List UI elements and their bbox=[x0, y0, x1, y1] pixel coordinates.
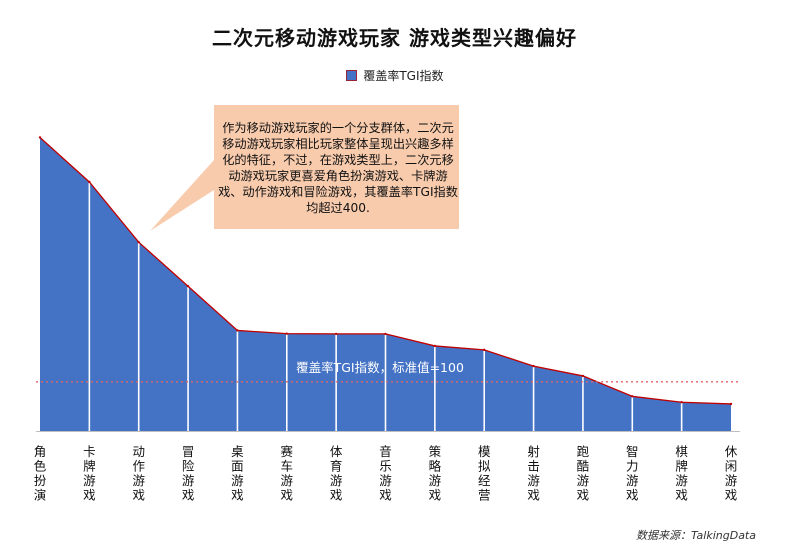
x-tick-label: 棋牌游戏 bbox=[675, 444, 688, 503]
x-tick-label: 动作游戏 bbox=[132, 444, 145, 503]
x-tick-label: 策略游戏 bbox=[429, 444, 442, 503]
data-point bbox=[137, 241, 140, 244]
data-point bbox=[729, 402, 733, 406]
legend-label: 覆盖率TGI指数 bbox=[363, 69, 444, 83]
data-point bbox=[285, 332, 288, 335]
reference-label: 覆盖率TGI指数，标准值=100 bbox=[296, 360, 464, 375]
x-tick-label: 模拟经营 bbox=[478, 444, 491, 503]
x-tick-label: 跑酷游戏 bbox=[577, 444, 590, 503]
x-tick-label: 冒险游戏 bbox=[182, 444, 195, 503]
x-tick-label: 桌面游戏 bbox=[231, 444, 244, 503]
callout-text: 作为移动游戏玩家的一个分支群体，二次元移动游戏玩家相比玩家整体呈现出兴趣多样化的… bbox=[218, 121, 458, 215]
data-point bbox=[334, 332, 338, 336]
callout-shape bbox=[150, 105, 459, 231]
data-point bbox=[532, 364, 535, 368]
x-tick-label: 休闲游戏 bbox=[725, 444, 738, 503]
x-tick-label: 角色扮演 bbox=[34, 444, 47, 503]
x-tick-label: 卡牌游戏 bbox=[83, 444, 96, 503]
data-point bbox=[384, 332, 387, 336]
data-point bbox=[186, 285, 190, 288]
x-tick-label: 体育游戏 bbox=[330, 444, 343, 503]
data-point bbox=[88, 180, 91, 184]
data-point bbox=[581, 374, 585, 378]
chart-title: 二次元移动游戏玩家 游戏类型兴趣偏好 bbox=[212, 26, 577, 50]
data-point bbox=[680, 401, 683, 404]
legend-swatch bbox=[345, 70, 357, 81]
x-tick-label: 赛车游戏 bbox=[281, 444, 294, 503]
data-point bbox=[433, 344, 437, 348]
x-tick-label: 音乐游戏 bbox=[379, 444, 392, 503]
x-tick-label: 射击游戏 bbox=[527, 444, 540, 503]
source-note: 数据来源：TalkingData bbox=[635, 529, 756, 542]
area-fill bbox=[40, 137, 731, 431]
legend: 覆盖率TGI指数 bbox=[0, 67, 789, 84]
data-point bbox=[236, 329, 239, 332]
data-point bbox=[631, 395, 634, 398]
data-point bbox=[38, 136, 42, 139]
data-point bbox=[483, 348, 486, 352]
x-tick-label: 智力游戏 bbox=[626, 444, 639, 503]
